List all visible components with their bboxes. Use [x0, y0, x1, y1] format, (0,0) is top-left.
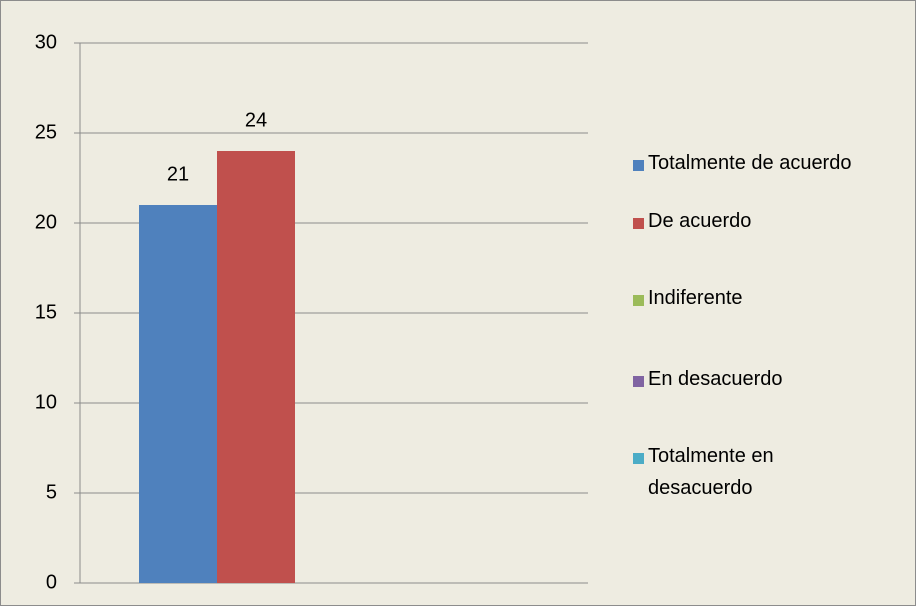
y-tick-label: 5	[46, 481, 57, 503]
y-tick-label: 25	[35, 121, 57, 143]
legend-label: Totalmente de acuerdo	[648, 152, 852, 174]
legend-item: Totalmente en desacuerdo	[633, 445, 873, 504]
legend-label: En desacuerdo	[648, 368, 783, 390]
legend-swatch	[633, 376, 644, 387]
data-label: 24	[245, 109, 267, 131]
legend-swatch	[633, 453, 644, 464]
legend-swatch	[633, 295, 644, 306]
y-tick-label: 15	[35, 301, 57, 323]
bar	[139, 205, 217, 583]
legend-item: Totalmente de acuerdo	[633, 152, 873, 179]
legend-item: De acuerdo	[633, 210, 873, 237]
y-tick-label: 0	[46, 571, 57, 593]
legend-label: Indiferente	[648, 287, 743, 309]
legend-label: De acuerdo	[648, 210, 752, 232]
legend-swatch	[633, 218, 644, 229]
bar	[217, 151, 295, 583]
legend-label: Totalmente en desacuerdo	[648, 445, 774, 499]
y-tick-label: 10	[35, 391, 57, 413]
y-tick-label: 20	[35, 211, 57, 233]
legend-swatch	[633, 160, 644, 171]
legend-item: En desacuerdo	[633, 368, 873, 395]
data-label: 21	[167, 163, 189, 185]
y-tick-label: 30	[35, 31, 57, 53]
legend-item: Indiferente	[633, 287, 873, 314]
